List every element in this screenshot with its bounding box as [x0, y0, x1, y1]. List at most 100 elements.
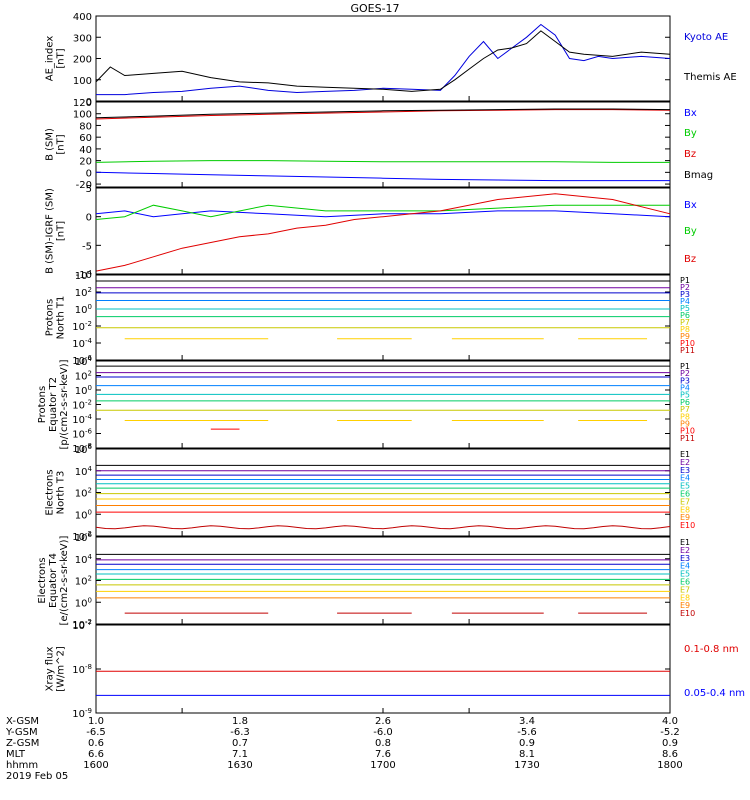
series-line: [95, 30, 671, 92]
y-axis-label: Electrons: [37, 557, 48, 603]
y-tick-label: 120: [73, 98, 92, 109]
legend-entry: P2: [680, 283, 690, 292]
legend-entry: Kyoto AE: [684, 32, 728, 43]
y-tick-label: 10-2: [72, 320, 92, 333]
y-tick-label: 102: [75, 487, 92, 500]
footer-value: 6.6: [88, 749, 104, 760]
y-axis-label: [nT]: [56, 48, 67, 68]
series-line: [95, 525, 671, 530]
series-line: [95, 171, 670, 182]
legend-entry: E9: [680, 513, 690, 522]
legend-entry: E10: [680, 521, 695, 530]
y-tick-label: 100: [75, 596, 92, 609]
panel-frame: [95, 448, 671, 537]
legend-entry: P10: [680, 339, 695, 348]
footer-value: -6.3: [230, 727, 250, 738]
footer-value: 4.0: [662, 716, 678, 727]
legend-entry: P9: [680, 419, 690, 428]
legend-entry: E10: [680, 609, 695, 618]
footer-value: 0.9: [519, 738, 535, 749]
series-line: [95, 160, 670, 163]
legend-entry: P3: [680, 290, 690, 299]
y-tick-label: 60: [79, 133, 92, 144]
y-axis-label: B (SM): [45, 128, 56, 161]
series-line: [96, 23, 671, 96]
panel-frame: [95, 360, 671, 449]
legend-entry: P4: [680, 384, 690, 393]
y-tick-label: 10-8: [72, 663, 92, 676]
footer-value: 2.6: [375, 716, 391, 727]
legend-entry: P6: [680, 311, 690, 320]
series-line: [95, 204, 670, 220]
footer-value: 1630: [227, 760, 252, 771]
legend-entry: P8: [680, 412, 690, 421]
y-tick-label: 400: [73, 12, 92, 23]
y-axis-label: [nT]: [56, 134, 67, 154]
legend-entry: P9: [680, 332, 690, 341]
legend-entry: P8: [680, 325, 690, 334]
y-tick-label: 10-4: [72, 413, 92, 426]
footer-value: 0.6: [88, 738, 104, 749]
footer-row-label: Y-GSM: [5, 727, 38, 738]
legend-entry: E2: [680, 546, 690, 555]
y-tick-label: 106: [75, 443, 93, 456]
legend-entry: P7: [680, 318, 690, 327]
y-axis-label: B (SM)-IGRF (SM): [45, 188, 56, 274]
footer-value: 3.4: [519, 716, 535, 727]
y-axis-label: [p/(cm2-s-sr-keV)]: [59, 359, 70, 449]
footer-row-label: Z-GSM: [6, 738, 39, 749]
legend-entry: P2: [680, 369, 690, 378]
series-line: [95, 193, 671, 272]
footer-value: 1.8: [232, 716, 248, 727]
legend-entry: P5: [680, 304, 690, 313]
y-tick-label: -10: [76, 270, 92, 281]
legend-entry: By: [684, 226, 697, 237]
y-axis-label: Equator T4: [48, 553, 59, 608]
footer-value: -5.6: [517, 727, 537, 738]
footer-value: 1600: [83, 760, 108, 771]
y-tick-label: 10-2: [72, 399, 92, 412]
y-axis-label: Equator T2: [48, 377, 59, 432]
y-tick-label: 200: [73, 55, 92, 66]
legend-entry: Bx: [684, 200, 697, 211]
footer-value: 7.1: [232, 749, 248, 760]
legend-entry: E5: [680, 482, 690, 491]
footer-value: 0.9: [662, 738, 678, 749]
y-tick-label: 104: [75, 465, 93, 478]
footer-row-label: hhmm: [6, 760, 38, 771]
footer-value: 8.6: [662, 749, 678, 760]
y-tick-label: 100: [75, 303, 92, 316]
legend-entry: E8: [680, 593, 690, 602]
legend-entry: P11: [680, 346, 695, 355]
y-tick-label: 300: [73, 33, 92, 44]
y-axis-label: [W/m^2]: [56, 646, 67, 692]
footer-value: -5.2: [660, 727, 680, 738]
y-tick-label: 10-4: [72, 337, 92, 350]
footer-value: 0.7: [232, 738, 248, 749]
y-tick-label: 100: [75, 384, 92, 397]
legend-entry: P3: [680, 376, 690, 385]
y-tick-label: 10-7: [72, 619, 92, 632]
legend-entry: P1: [680, 276, 690, 285]
footer-value: 0.8: [375, 738, 391, 749]
legend-entry: E7: [680, 497, 690, 506]
legend-entry: E4: [680, 562, 690, 571]
panel-frame: [95, 187, 671, 275]
y-tick-label: 106: [75, 531, 93, 544]
y-tick-label: -5: [82, 241, 92, 252]
legend-entry: E5: [680, 570, 690, 579]
y-axis-label: Electrons: [45, 469, 56, 515]
y-tick-label: 10-2: [72, 530, 92, 543]
y-tick-label: 20: [79, 157, 92, 168]
y-tick-label: 100: [73, 76, 92, 87]
y-tick-label: 102: [75, 370, 92, 383]
legend-entry: E3: [680, 466, 690, 475]
y-tick-label: 10-8: [72, 442, 92, 455]
y-tick-label: 0: [86, 168, 92, 179]
legend-entry: Bz: [684, 149, 696, 160]
y-tick-label: 10-6: [72, 354, 92, 367]
legend-entry: P6: [680, 398, 690, 407]
chart-title: GOES-17: [350, 2, 399, 15]
